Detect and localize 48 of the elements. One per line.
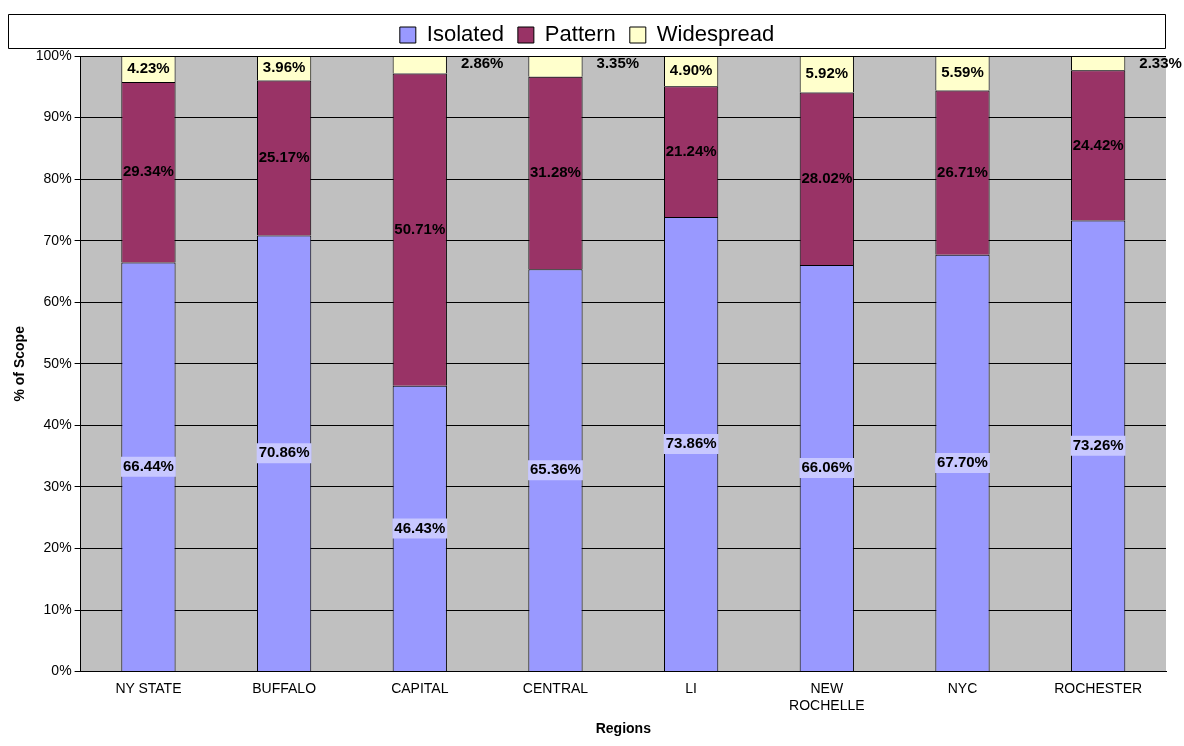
text: 5.92%: [805, 64, 849, 82]
text: 3.96%: [262, 58, 306, 76]
text: 67.70%: [937, 453, 988, 471]
legend-label: Widespread: [656, 21, 775, 47]
text: 3.35%: [596, 54, 640, 72]
y-tick-label: 40%: [43, 416, 72, 433]
text: 4.23%: [127, 59, 170, 77]
text: 73.26%: [1072, 436, 1124, 453]
x-tick-label: LI: [685, 679, 697, 696]
text: 29.34%: [123, 162, 174, 180]
text: 50.71%: [394, 219, 446, 237]
text: 66.06%: [801, 458, 853, 476]
text: 4.90%: [669, 61, 713, 79]
text: 5.59%: [941, 63, 984, 81]
y-tick-label: 0%: [51, 662, 72, 679]
y-axis-title: % of Scope: [11, 325, 28, 402]
x-tick-label: CAPITAL: [391, 679, 449, 696]
legend-label: Pattern: [544, 21, 616, 47]
legend-label: Isolated: [426, 21, 504, 47]
y-tick-label: 20%: [43, 539, 72, 556]
text: 2.33%: [1139, 54, 1182, 72]
y-tick-label: 90%: [43, 108, 72, 125]
text: 21.24%: [665, 141, 717, 159]
text: 28.02%: [801, 168, 853, 186]
text: 25.17%: [258, 148, 310, 166]
x-tick-label: NY STATE: [115, 679, 182, 696]
text: 73.86%: [665, 434, 717, 452]
text: 26.71%: [937, 162, 988, 180]
text: 2.86%: [460, 54, 504, 72]
text: 46.43%: [394, 518, 446, 536]
y-tick-label: 60%: [43, 293, 72, 310]
text: 65.36%: [530, 460, 581, 478]
y-tick-label: 100%: [35, 46, 72, 63]
x-tick-label: NEW ROCHELLE: [789, 679, 865, 713]
y-tick-label: 70%: [43, 231, 72, 248]
y-tick-label: 30%: [43, 477, 72, 494]
x-tick-label: NYC: [947, 679, 978, 696]
x-tick-label: BUFFALO: [252, 679, 317, 696]
text: 70.86%: [258, 443, 310, 461]
x-tick-label: ROCHESTER: [1054, 679, 1143, 696]
text: 31.28%: [530, 163, 581, 181]
text: 24.42%: [1072, 135, 1124, 153]
y-tick-label: 10%: [43, 600, 72, 617]
y-tick-label: 50%: [43, 354, 72, 371]
text: 66.44%: [123, 456, 174, 474]
x-tick-label: CENTRAL: [522, 679, 589, 696]
y-tick-label: 80%: [43, 169, 72, 186]
x-axis-title: Regions: [595, 720, 652, 737]
